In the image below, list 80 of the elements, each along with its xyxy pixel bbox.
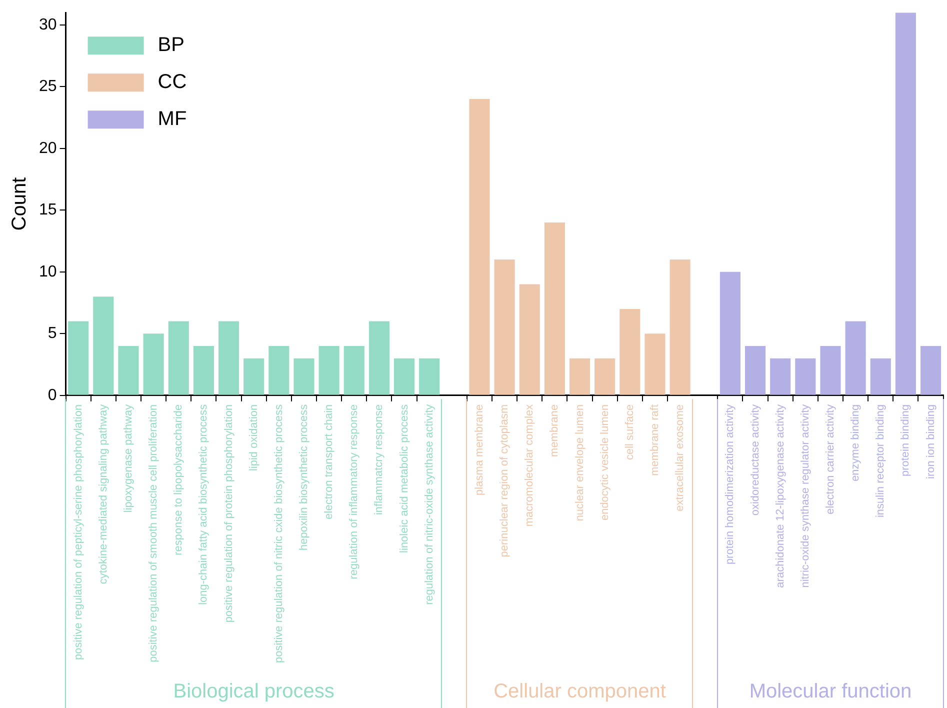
bar bbox=[569, 358, 590, 395]
bar bbox=[594, 358, 616, 395]
bar bbox=[770, 358, 791, 395]
bar bbox=[744, 346, 766, 395]
x-tick-label: positive regulation of smooth muscle cell proliferation bbox=[148, 404, 160, 662]
x-tick-label: endocytic vesicle lumen bbox=[598, 404, 611, 521]
bar bbox=[620, 308, 640, 395]
y-tick-label: 20 bbox=[39, 140, 57, 157]
x-tick-label: protein binding bbox=[900, 404, 912, 477]
bar bbox=[870, 358, 891, 395]
x-tick-label: macromolecular complex bbox=[524, 404, 536, 527]
bar bbox=[218, 321, 240, 395]
bar bbox=[820, 346, 841, 395]
bar bbox=[294, 358, 314, 395]
bar bbox=[670, 260, 690, 395]
x-tick-label: insulin receptor binding bbox=[874, 404, 887, 518]
bar bbox=[469, 99, 490, 395]
bar bbox=[118, 346, 139, 395]
bar bbox=[318, 346, 340, 395]
bar bbox=[519, 284, 540, 395]
x-tick-label: positive regulation of pepticyl-serine phosphorylation bbox=[72, 404, 84, 660]
y-axis-title: Count bbox=[8, 176, 31, 231]
x-tick-label: inflammatcry response bbox=[373, 404, 386, 516]
x-tick-label: membrane bbox=[548, 404, 561, 457]
x-tick-label: oxidoreductase activity bbox=[749, 404, 762, 516]
x-tick-label: lipid oxidation bbox=[248, 404, 260, 472]
bar bbox=[344, 346, 364, 395]
bar bbox=[68, 321, 89, 395]
y-tick-label: 5 bbox=[48, 325, 57, 342]
bar bbox=[368, 321, 390, 395]
y-tick-label: 15 bbox=[39, 202, 57, 219]
legend-label: MF bbox=[158, 108, 187, 130]
bar bbox=[494, 260, 515, 395]
text: Biological process bbox=[173, 680, 334, 703]
legend-label: BP bbox=[158, 34, 184, 56]
x-tick-label: nitric-oxide synthase regulator activity bbox=[799, 404, 812, 588]
bar bbox=[394, 358, 415, 395]
bar bbox=[244, 358, 264, 395]
x-tick-label: hepoxilin biosynthetic process bbox=[298, 404, 310, 551]
x-tick-label: arachidonate 12-lipoxygenase activity bbox=[774, 404, 786, 588]
bar bbox=[795, 358, 816, 395]
x-tick-label: enzyme binding bbox=[850, 404, 862, 482]
x-tick-label: long-chain fatty acid biosynthetic process bbox=[198, 404, 210, 605]
x-tick-label: linoleic acid metabolic process bbox=[398, 404, 410, 553]
bar bbox=[644, 334, 666, 395]
x-tick-label: lipoxygenase pathway bbox=[122, 404, 135, 513]
x-tick-label: protein homodimerization activity bbox=[724, 404, 736, 565]
y-tick-label: 0 bbox=[48, 386, 57, 404]
text: Cellular component bbox=[494, 680, 666, 703]
x-tick-label: positive regulation of protein phosphorylation bbox=[222, 404, 235, 623]
bar bbox=[720, 272, 740, 395]
x-tick-label: regulation of nitric-oxide synthase activity bbox=[423, 404, 436, 605]
bar bbox=[193, 346, 214, 395]
x-tick-label: extracellular exosome bbox=[674, 404, 686, 512]
bar bbox=[419, 358, 440, 395]
x-tick-label: perinuclear region of cytoplasm bbox=[498, 404, 511, 558]
x-tick-label: iron ion binding bbox=[924, 404, 937, 479]
x-tick-label: positive regulation of nitric cxide biosynthetic process bbox=[272, 404, 285, 664]
x-tick-label: electron transport chain bbox=[323, 404, 336, 520]
legend-label: CC bbox=[158, 71, 187, 94]
text: Molecular function bbox=[749, 680, 912, 703]
x-tick-label: response to lipopolysaccharide bbox=[172, 404, 185, 556]
bar bbox=[845, 321, 866, 395]
x-tick-label: nuclear envelope lumen bbox=[574, 404, 586, 522]
x-tick-label: plasma membrane bbox=[474, 404, 486, 496]
bar bbox=[168, 321, 189, 395]
bar bbox=[544, 222, 565, 395]
x-tick-label: cytokine-mediated signaling pathway bbox=[97, 404, 110, 584]
x-tick-label: cell surface bbox=[624, 404, 636, 460]
y-tick-label: 30 bbox=[39, 16, 57, 34]
x-tick-label: electron carrier activity bbox=[824, 404, 837, 514]
x-tick-label: membrane raft bbox=[649, 404, 662, 476]
x-tick-label: regulation of inflammatory response bbox=[348, 404, 360, 580]
bar bbox=[895, 12, 916, 395]
bar bbox=[93, 296, 114, 395]
bar bbox=[268, 346, 290, 395]
y-tick-label: 10 bbox=[39, 263, 57, 280]
y-tick-label: 25 bbox=[39, 78, 57, 96]
bar bbox=[143, 334, 164, 395]
bar bbox=[920, 346, 942, 395]
